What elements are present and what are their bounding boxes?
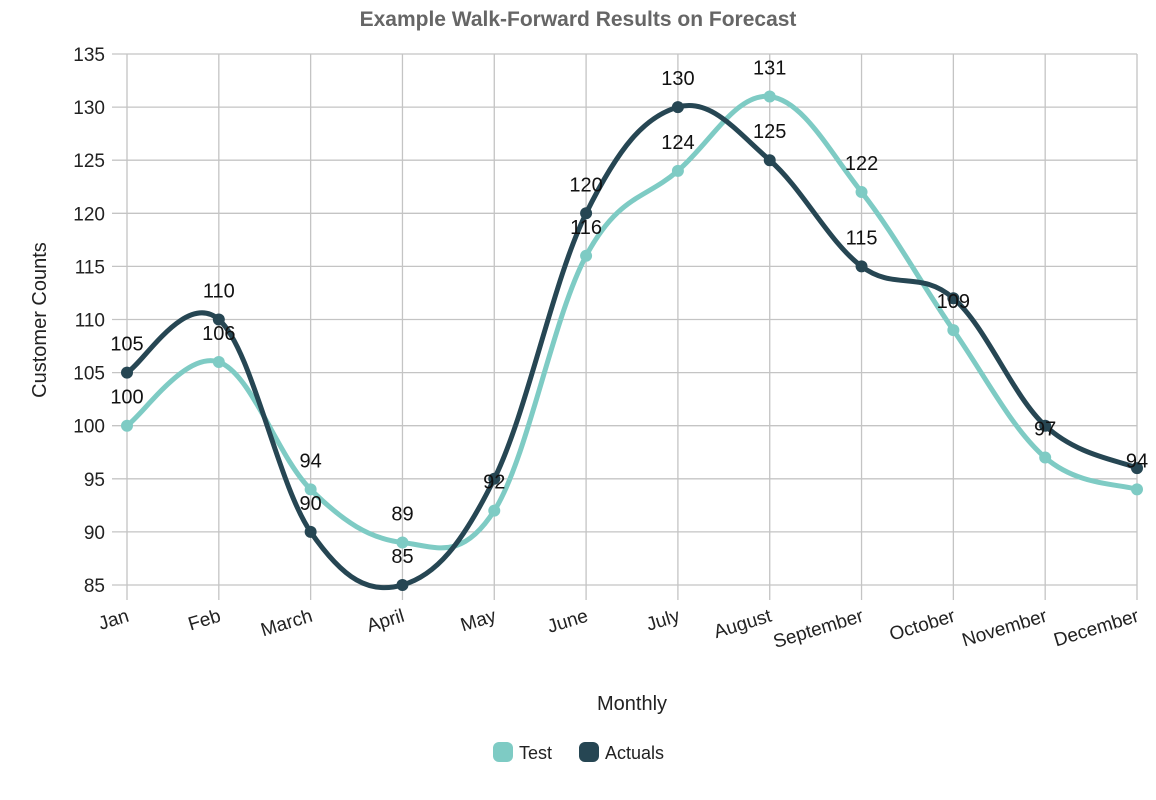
data-point-actuals bbox=[855, 260, 868, 273]
x-tick-label: Jan bbox=[96, 606, 131, 635]
y-tick-label: 85 bbox=[84, 576, 105, 597]
data-label-actuals: 115 bbox=[846, 227, 878, 249]
y-tick-label: 110 bbox=[75, 311, 105, 332]
x-axis-label: Monthly bbox=[597, 693, 667, 715]
data-point-actuals bbox=[304, 525, 317, 538]
data-point-actuals bbox=[121, 366, 133, 379]
data-point-actuals bbox=[1039, 419, 1052, 432]
data-point-actuals bbox=[947, 292, 960, 305]
data-label-actuals: 90 bbox=[300, 493, 322, 515]
data-label-test: 122 bbox=[845, 153, 878, 175]
data-point-actuals bbox=[580, 207, 593, 220]
data-point-test bbox=[580, 249, 593, 262]
data-point-test bbox=[947, 324, 960, 337]
y-tick-label: 115 bbox=[75, 257, 105, 278]
data-label-actuals: 110 bbox=[203, 281, 235, 303]
data-point-test bbox=[763, 90, 776, 103]
data-point-actuals bbox=[671, 101, 684, 114]
x-tick-label: April bbox=[364, 606, 406, 637]
x-tick-label: August bbox=[711, 605, 774, 643]
data-point-actuals bbox=[396, 579, 409, 591]
y-tick-label: 100 bbox=[73, 417, 105, 438]
data-point-actuals bbox=[763, 154, 776, 167]
data-point-test bbox=[671, 164, 684, 177]
data-label-actuals: 105 bbox=[110, 334, 143, 356]
data-label-test: 92 bbox=[483, 472, 505, 494]
chart-title: Example Walk-Forward Results on Forecast bbox=[359, 8, 797, 31]
y-axis-label: Customer Counts bbox=[29, 242, 51, 398]
data-label-test: 131 bbox=[753, 57, 786, 79]
y-tick-label: 135 bbox=[73, 45, 105, 66]
data-label-test: 97 bbox=[1034, 419, 1056, 441]
legend-label-actuals: Actuals bbox=[605, 743, 664, 763]
x-tick-label: July bbox=[644, 606, 683, 636]
data-point-test bbox=[1039, 451, 1052, 464]
data-point-test bbox=[1131, 483, 1143, 496]
data-point-test bbox=[212, 355, 225, 368]
y-tick-label: 95 bbox=[84, 470, 105, 491]
data-point-actuals bbox=[1131, 462, 1143, 475]
x-tick-label: October bbox=[887, 606, 958, 646]
x-tick-label: May bbox=[458, 606, 499, 637]
data-point-actuals bbox=[212, 313, 225, 326]
legend-label-test: Test bbox=[519, 743, 552, 763]
y-tick-label: 130 bbox=[73, 98, 105, 119]
y-tick-label: 125 bbox=[73, 151, 105, 172]
data-label-test: 94 bbox=[1126, 450, 1148, 472]
data-point-test bbox=[396, 536, 409, 549]
x-tick-label: December bbox=[1051, 606, 1142, 652]
legend-swatch-actuals bbox=[579, 742, 599, 762]
data-label-test: 100 bbox=[110, 387, 143, 409]
data-point-test bbox=[304, 483, 317, 496]
data-label-test: 106 bbox=[202, 323, 235, 345]
data-point-test bbox=[488, 504, 501, 517]
data-label-actuals: 85 bbox=[391, 546, 413, 568]
y-tick-label: 105 bbox=[73, 364, 105, 385]
data-label-actuals: 130 bbox=[661, 68, 694, 90]
data-label-test: 109 bbox=[937, 291, 970, 313]
x-tick-label: March bbox=[258, 606, 315, 642]
series-line-test bbox=[124, 93, 1140, 551]
y-tick-label: 120 bbox=[73, 204, 105, 225]
legend-swatch-test bbox=[493, 742, 513, 762]
data-label-test: 124 bbox=[661, 132, 694, 154]
data-point-test bbox=[121, 419, 133, 432]
data-label-actuals: 125 bbox=[753, 121, 786, 143]
x-tick-label: September bbox=[771, 606, 867, 653]
y-tick-label: 90 bbox=[84, 523, 105, 544]
data-point-test bbox=[855, 186, 868, 199]
data-point-actuals bbox=[488, 472, 501, 485]
data-label-test: 116 bbox=[570, 217, 602, 239]
series-line-actuals bbox=[124, 103, 1140, 591]
data-label-actuals: 120 bbox=[569, 174, 602, 196]
data-label-test: 89 bbox=[391, 504, 413, 526]
x-tick-label: June bbox=[545, 606, 591, 638]
x-tick-label: November bbox=[960, 606, 1051, 652]
x-tick-label: Feb bbox=[186, 606, 223, 636]
data-label-test: 94 bbox=[300, 450, 322, 472]
